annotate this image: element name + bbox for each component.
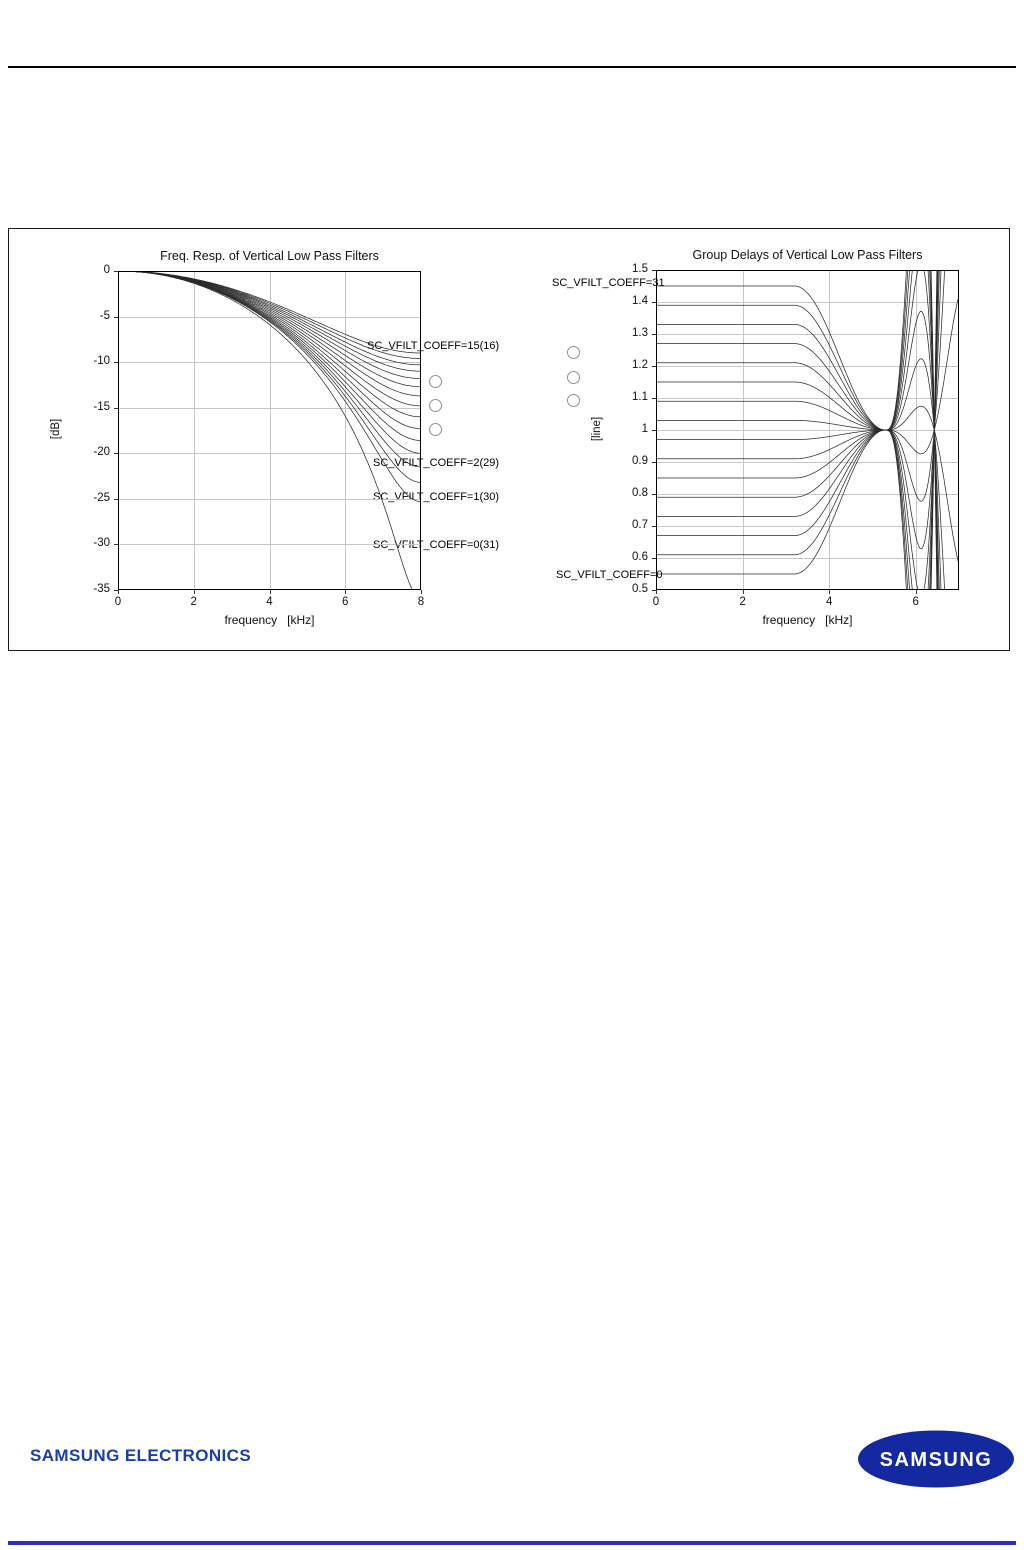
chart-title: Freq. Resp. of Vertical Low Pass Filters bbox=[160, 249, 379, 263]
series-line bbox=[656, 270, 939, 590]
y-tick-label: -35 bbox=[93, 583, 110, 595]
series-line bbox=[656, 405, 959, 565]
series-line bbox=[656, 270, 940, 590]
y-tick-label: 0.5 bbox=[632, 583, 648, 595]
annotation-label: SC_VFILT_COEFF=0(31) bbox=[373, 539, 500, 551]
series-line bbox=[656, 358, 945, 590]
figure-box: Freq. Resp. of Vertical Low Pass Filters… bbox=[8, 228, 1010, 651]
series-line bbox=[118, 271, 413, 590]
y-tick-label: 0 bbox=[103, 264, 110, 276]
ellipsis-circle bbox=[429, 423, 442, 436]
plot-area bbox=[114, 271, 422, 594]
x-tick-label: 2 bbox=[739, 596, 746, 608]
chart-title: Group Delays of Vertical Low Pass Filter… bbox=[692, 248, 923, 262]
x-tick-label: 6 bbox=[342, 596, 349, 608]
y-tick-label: -20 bbox=[93, 446, 110, 459]
series-group bbox=[656, 270, 959, 590]
chart-group-delay: Group Delays of Vertical Low Pass Filter… bbox=[9, 229, 1009, 650]
chart-freq-response: Freq. Resp. of Vertical Low Pass Filters… bbox=[9, 229, 1009, 650]
series-line bbox=[656, 270, 940, 590]
gridlines bbox=[656, 270, 959, 590]
y-tick-label: -30 bbox=[93, 537, 110, 550]
y-tick-label: 1.2 bbox=[632, 359, 648, 371]
y-tick-label: -25 bbox=[93, 491, 110, 504]
ellipsis-circle bbox=[429, 375, 442, 388]
series-line bbox=[656, 270, 938, 590]
x-tick-label: 6 bbox=[912, 596, 919, 608]
samsung-electronics-wordmark: SAMSUNG ELECTRONICS bbox=[30, 1446, 252, 1465]
series-line bbox=[656, 310, 942, 590]
series-line bbox=[656, 270, 939, 590]
y-tick-label: 0.9 bbox=[632, 455, 648, 467]
series-line bbox=[656, 270, 938, 590]
series-line bbox=[656, 270, 939, 590]
series-group bbox=[118, 271, 421, 590]
y-tick-label: 1.4 bbox=[632, 295, 648, 307]
y-tick-label: -15 bbox=[93, 400, 110, 413]
y-tick-label: -10 bbox=[93, 355, 110, 368]
y-tick-label: 0.6 bbox=[632, 551, 648, 563]
samsung-logo: SAMSUNG bbox=[858, 1430, 1014, 1488]
series-line bbox=[656, 270, 939, 590]
y-axis-label: [line] bbox=[591, 416, 603, 442]
annotation-label: SC_VFILT_COEFF=0 bbox=[556, 569, 663, 581]
y-tick-label: 1.1 bbox=[632, 391, 648, 403]
annotation-label: SC_VFILT_COEFF=2(29) bbox=[373, 457, 500, 469]
series-line bbox=[656, 270, 938, 590]
top-rule bbox=[8, 66, 1016, 68]
x-tick-label: 4 bbox=[825, 596, 833, 608]
tick-marks bbox=[652, 270, 917, 594]
y-tick-label: 1.5 bbox=[632, 263, 648, 275]
x-axis-label: frequency [kHz] bbox=[762, 613, 853, 627]
samsung-logo-text: SAMSUNG bbox=[880, 1449, 993, 1471]
series-line bbox=[656, 270, 945, 502]
y-tick-label: 1.3 bbox=[632, 327, 648, 339]
x-axis-label: frequency [kHz] bbox=[224, 613, 315, 627]
plot-area bbox=[652, 270, 959, 594]
axis-frame bbox=[656, 270, 959, 590]
samsung-logo-ellipse bbox=[858, 1430, 1014, 1488]
ellipsis-circle bbox=[567, 346, 580, 359]
x-tick-label: 0 bbox=[114, 596, 122, 608]
y-tick-label: -5 bbox=[99, 309, 110, 322]
annotation-label: SC_VFILT_COEFF=31 bbox=[552, 277, 665, 289]
x-tick-label: 0 bbox=[652, 596, 660, 608]
x-tick-label: 2 bbox=[190, 596, 197, 608]
y-tick-label: 0.7 bbox=[632, 519, 648, 531]
series-line bbox=[656, 270, 938, 590]
x-tick-label: 4 bbox=[266, 596, 273, 608]
ellipsis-circle bbox=[567, 371, 580, 384]
ellipsis-circle bbox=[567, 394, 580, 407]
bottom-rule bbox=[8, 1541, 1016, 1545]
ellipsis-circle bbox=[429, 399, 442, 412]
annotation-label: SC_VFILT_COEFF=15(16) bbox=[367, 340, 500, 352]
y-tick-label: 0.8 bbox=[632, 487, 648, 499]
tick-marks bbox=[114, 271, 422, 594]
x-tick-label: 8 bbox=[417, 596, 425, 608]
y-tick-label: 1 bbox=[641, 423, 648, 435]
series-line bbox=[656, 295, 959, 455]
axis-frame bbox=[118, 271, 421, 590]
series-line bbox=[656, 270, 942, 550]
